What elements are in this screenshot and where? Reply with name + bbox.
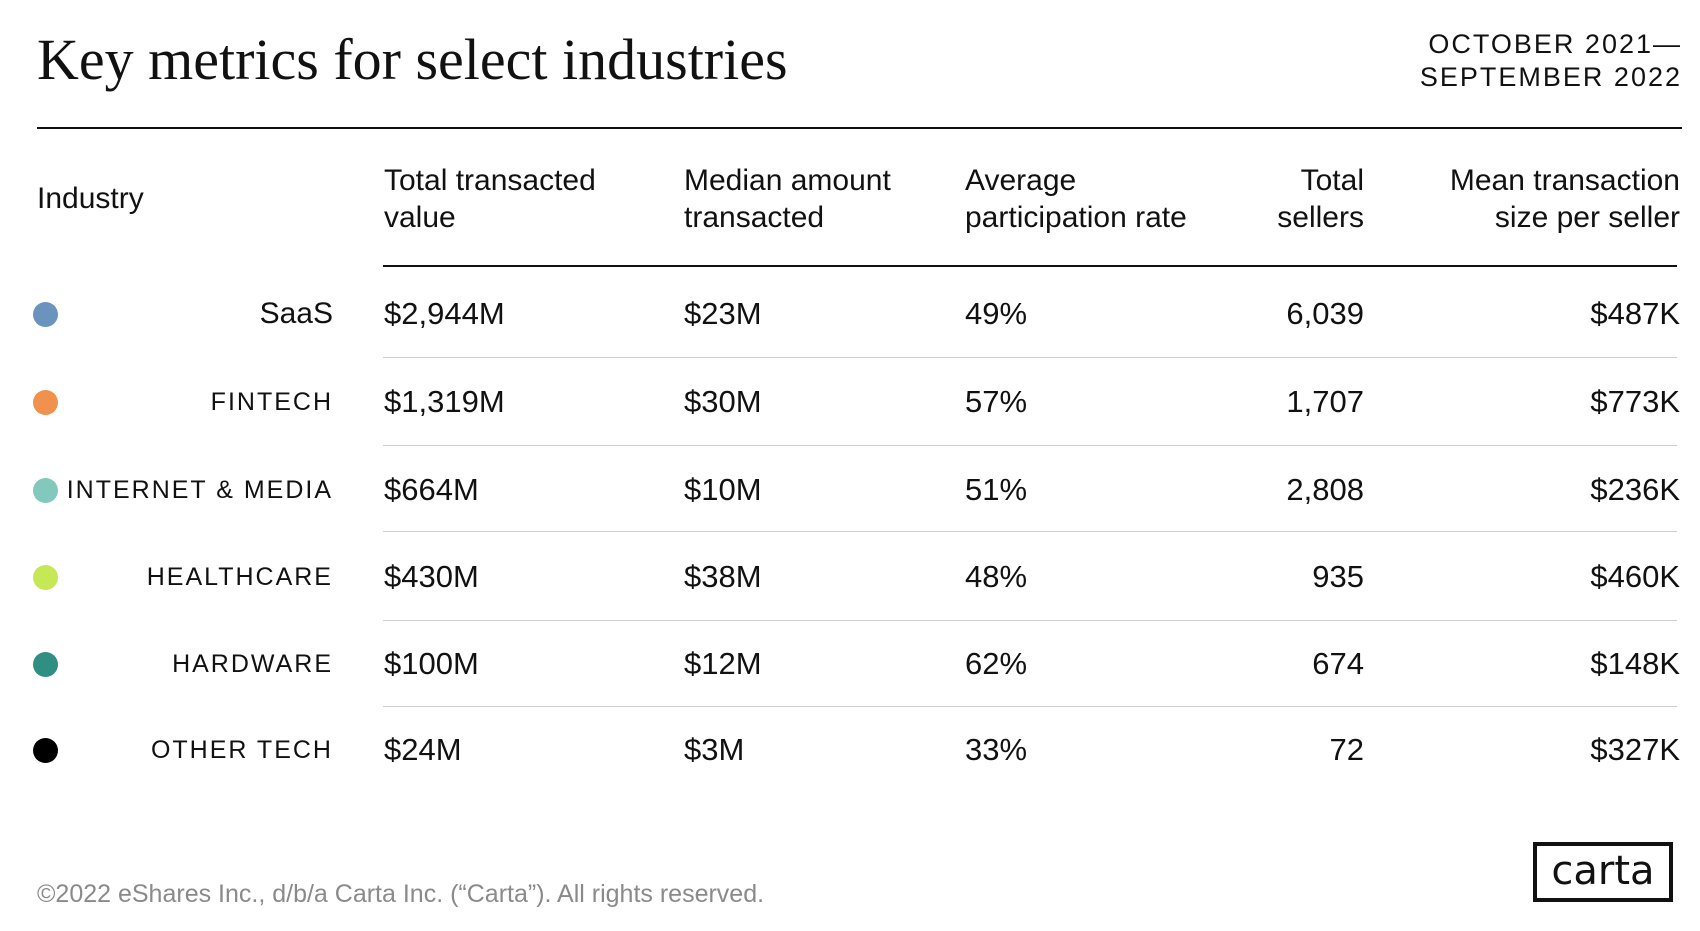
header-median: Median amount transacted xyxy=(684,162,891,236)
header-industry: Industry xyxy=(37,180,144,217)
carta-logo: carta xyxy=(1533,842,1673,902)
cell-participation: 48% xyxy=(965,559,1028,594)
cell-sellers: 1,707 xyxy=(1286,384,1364,419)
cell-mean-size: $487K xyxy=(1590,296,1680,331)
cell-mean-size: $460K xyxy=(1590,559,1680,594)
industry-label: SaaS xyxy=(259,297,333,330)
header-total-value-line2: value xyxy=(384,201,456,234)
copyright-footer: ©2022 eShares Inc., d/b/a Carta Inc. (“C… xyxy=(37,880,765,908)
cell-mean-size: $773K xyxy=(1590,384,1680,419)
cell-total-value: $1,319M xyxy=(384,384,505,419)
row-divider xyxy=(383,357,1677,358)
row-divider xyxy=(383,445,1677,446)
title-divider xyxy=(37,127,1682,129)
industry-color-dot xyxy=(33,738,58,763)
header-sellers-line2: sellers xyxy=(1277,201,1364,234)
industry-color-dot xyxy=(33,390,58,415)
cell-total-value: $430M xyxy=(384,559,479,594)
cell-median: $23M xyxy=(684,296,762,331)
cell-sellers: 674 xyxy=(1312,646,1364,681)
industry-label: FINTECH xyxy=(210,388,333,416)
industry-color-dot xyxy=(33,565,58,590)
industry-label: HARDWARE xyxy=(172,650,333,678)
header-mean-size-line1: Mean transaction xyxy=(1449,164,1680,197)
cell-median: $3M xyxy=(684,732,745,767)
industry-label: HEALTHCARE xyxy=(146,563,333,591)
date-range-start: OCTOBER 2021— xyxy=(1428,29,1682,59)
row-divider xyxy=(383,620,1677,621)
cell-total-value: $100M xyxy=(384,646,479,681)
industry-color-dot xyxy=(33,652,58,677)
header-mean-size: Mean transaction size per seller xyxy=(1450,162,1680,236)
header-total-value-line1: Total transacted xyxy=(384,164,596,197)
cell-mean-size: $148K xyxy=(1590,646,1680,681)
industry-label: OTHER TECH xyxy=(150,736,333,764)
date-range-end: SEPTEMBER 2022 xyxy=(1419,62,1682,92)
header-median-line2: transacted xyxy=(684,201,825,234)
header-sellers: Total sellers xyxy=(1277,162,1364,236)
header-participation-line2: participation rate xyxy=(965,201,1187,234)
industry-color-dot xyxy=(33,302,58,327)
header-participation: Average participation rate xyxy=(965,162,1187,236)
header-divider xyxy=(383,265,1677,267)
cell-median: $38M xyxy=(684,559,762,594)
cell-participation: 33% xyxy=(965,732,1028,767)
header-participation-line1: Average xyxy=(965,164,1077,197)
cell-median: $10M xyxy=(684,472,762,507)
row-divider xyxy=(383,531,1677,532)
industry-label: INTERNET & MEDIA xyxy=(66,476,333,504)
cell-participation: 57% xyxy=(965,384,1028,419)
cell-sellers: 2,808 xyxy=(1286,472,1364,507)
cell-median: $12M xyxy=(684,646,762,681)
cell-sellers: 935 xyxy=(1312,559,1364,594)
header-mean-size-line2: size per seller xyxy=(1494,201,1680,234)
chart-title: Key metrics for select industries xyxy=(37,27,788,92)
date-range: OCTOBER 2021— SEPTEMBER 2022 xyxy=(1420,28,1682,94)
header-industry-line: Industry xyxy=(37,182,144,215)
header-total-value: Total transacted value xyxy=(384,162,596,236)
cell-mean-size: $327K xyxy=(1590,732,1680,767)
cell-sellers: 6,039 xyxy=(1286,296,1364,331)
cell-total-value: $2,944M xyxy=(384,296,505,331)
header-median-line1: Median amount xyxy=(684,164,891,197)
cell-mean-size: $236K xyxy=(1590,472,1680,507)
cell-participation: 49% xyxy=(965,296,1028,331)
row-divider xyxy=(383,706,1677,707)
cell-sellers: 72 xyxy=(1329,732,1364,767)
cell-participation: 62% xyxy=(965,646,1028,681)
industry-color-dot xyxy=(33,478,58,503)
cell-total-value: $24M xyxy=(384,732,462,767)
header-sellers-line1: Total xyxy=(1300,164,1364,197)
cell-median: $30M xyxy=(684,384,762,419)
cell-participation: 51% xyxy=(965,472,1028,507)
cell-total-value: $664M xyxy=(384,472,479,507)
